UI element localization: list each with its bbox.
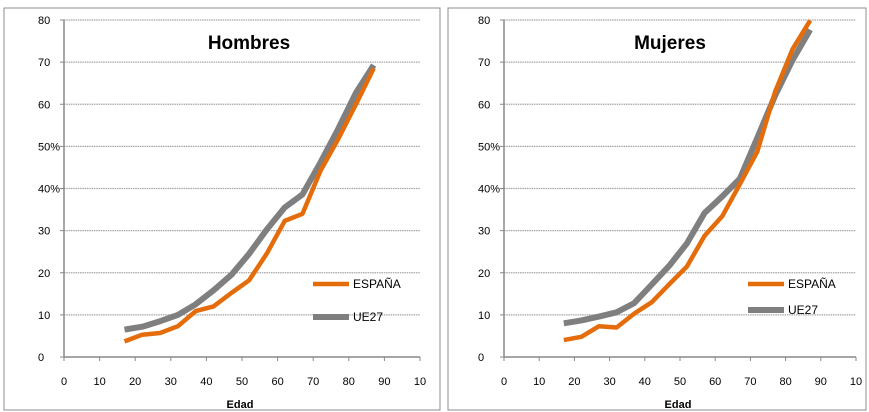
y-tick-label: 30 bbox=[38, 226, 50, 238]
x-tick-label: 10 bbox=[850, 376, 862, 388]
y-tick-label: 40% bbox=[478, 184, 500, 196]
x-tick-label: 0 bbox=[501, 376, 507, 388]
y-tick-label: 30 bbox=[478, 226, 490, 238]
legend-label: ESPAÑA bbox=[788, 277, 836, 291]
x-tick-label: 10 bbox=[533, 376, 545, 388]
x-tick-label: 50 bbox=[674, 376, 686, 388]
y-tick-label: 20 bbox=[478, 268, 490, 280]
x-tick-label: 50 bbox=[236, 376, 248, 388]
series-line-ue27 bbox=[124, 63, 377, 333]
x-tick-label: 80 bbox=[779, 376, 791, 388]
y-tick-label: 80 bbox=[478, 15, 490, 27]
y-tick-label: 10 bbox=[478, 310, 490, 322]
x-tick-label: 60 bbox=[271, 376, 283, 388]
x-axis-label: Edad bbox=[665, 399, 692, 411]
x-tick-label: 30 bbox=[603, 376, 615, 388]
x-tick-label: 40 bbox=[200, 376, 212, 388]
series-line-espaa bbox=[123, 67, 376, 344]
y-tick-label: 50% bbox=[38, 141, 60, 153]
x-tick-label: 0 bbox=[61, 376, 67, 388]
y-tick-label: 50% bbox=[478, 141, 500, 153]
x-tick-label: 60 bbox=[709, 376, 721, 388]
chart-title: Hombres bbox=[208, 33, 290, 54]
y-tick-label: 0 bbox=[478, 352, 484, 364]
x-tick-label: 30 bbox=[165, 376, 177, 388]
chart-panel-2: 0 10 20 30 40% 50% 60 70 80 0 10 20 30 40 50 60 70 80 90 10… bbox=[447, 7, 867, 411]
y-tick-label: 80 bbox=[38, 15, 50, 27]
y-tick-label: 60 bbox=[478, 99, 490, 111]
x-tick-label: 90 bbox=[815, 376, 827, 388]
x-tick-label: 20 bbox=[568, 376, 580, 388]
y-tick-label: 40% bbox=[38, 184, 60, 196]
x-axis-label: Edad bbox=[227, 399, 254, 411]
chart-frame bbox=[447, 7, 867, 411]
x-tick-label: 10 bbox=[93, 376, 105, 388]
x-tick-label: 40 bbox=[639, 376, 651, 388]
x-tick-label: 20 bbox=[129, 376, 141, 388]
y-tick-label: 60 bbox=[38, 99, 50, 111]
y-tick-label: 10 bbox=[38, 310, 50, 322]
y-tick-label: 70 bbox=[478, 57, 490, 69]
x-tick-label: 10 bbox=[414, 376, 426, 388]
y-tick-label: 0 bbox=[38, 352, 44, 364]
y-tick-label: 20 bbox=[38, 268, 50, 280]
x-tick-label: 90 bbox=[378, 376, 390, 388]
x-tick-label: 80 bbox=[343, 376, 355, 388]
x-tick-label: 70 bbox=[744, 376, 756, 388]
legend-label: UE27 bbox=[788, 303, 818, 317]
y-tick-label: 70 bbox=[38, 57, 50, 69]
legend-label: UE27 bbox=[353, 310, 383, 324]
legend-label: ESPAÑA bbox=[353, 277, 401, 291]
series-line-espaa bbox=[563, 19, 813, 343]
chart-panel-1: 0 10 20 30 40% 50% 60 70 80 0 10 20 30 40 50 60 70 80 90 10… bbox=[3, 7, 441, 411]
chart-title: Mujeres bbox=[634, 33, 706, 54]
x-tick-label: 70 bbox=[307, 376, 319, 388]
